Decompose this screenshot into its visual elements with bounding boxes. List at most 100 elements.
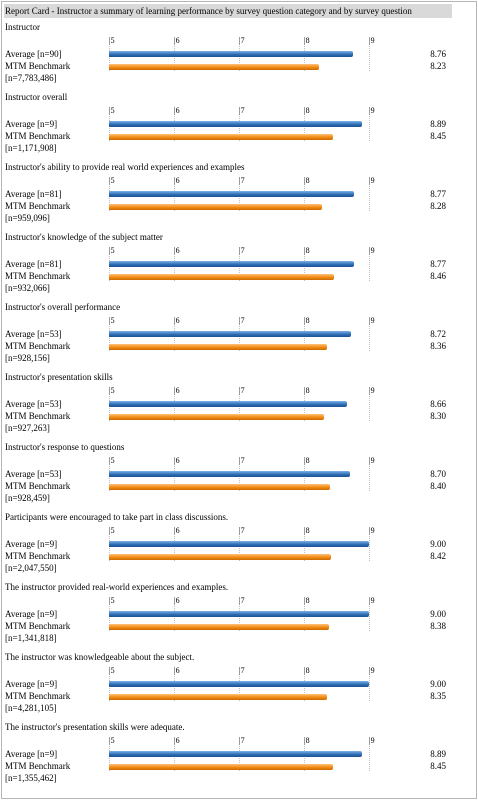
- benchmark-n-label: [n=1,341,818]: [5, 633, 57, 643]
- gridline: [369, 256, 370, 281]
- axis-tick-label: |9: [369, 246, 375, 255]
- axis-tick-label: |7: [239, 596, 245, 605]
- gridline: [109, 116, 110, 141]
- chart-group: The instructor provided real-world exper…: [4, 582, 474, 652]
- gridline: [239, 396, 240, 421]
- chart-group: Instructor's overall performance |5 |6 |7 |8…: [4, 302, 474, 372]
- gridline: [109, 676, 110, 701]
- benchmark-value: 8.30: [430, 411, 446, 421]
- gridline: [174, 396, 175, 421]
- group-title: Instructor's knowledge of the subject ma…: [5, 232, 163, 242]
- gridline: [174, 676, 175, 701]
- benchmark-value: 8.36: [430, 341, 446, 351]
- average-value: 8.77: [430, 189, 446, 199]
- gridline: [369, 676, 370, 701]
- gridline: [174, 466, 175, 491]
- benchmark-label: MTM Benchmark: [5, 761, 71, 771]
- gridline: [109, 746, 110, 771]
- gridline: [239, 256, 240, 281]
- gridline: [239, 46, 240, 71]
- benchmark-bar: [109, 414, 324, 420]
- benchmark-value: 8.28: [430, 201, 446, 211]
- benchmark-label: MTM Benchmark: [5, 271, 71, 281]
- average-value: 9.00: [430, 539, 446, 549]
- gridline: [369, 536, 370, 561]
- axis-tick-label: |8: [304, 596, 310, 605]
- axis-tick-label: |7: [239, 176, 245, 185]
- average-bar: [109, 471, 350, 477]
- benchmark-label: MTM Benchmark: [5, 201, 71, 211]
- axis-tick-label: |5: [109, 526, 115, 535]
- axis-tick-label: |9: [369, 36, 375, 45]
- benchmark-label: MTM Benchmark: [5, 131, 71, 141]
- average-label: Average [n=81]: [5, 259, 62, 269]
- chart-group: The instructor's presentation skills wer…: [4, 722, 474, 792]
- group-title: Instructor: [5, 22, 40, 32]
- axis-tick-label: |7: [239, 456, 245, 465]
- average-bar: [109, 401, 347, 407]
- average-value: 8.70: [430, 469, 446, 479]
- group-title: The instructor provided real-world exper…: [5, 582, 229, 592]
- average-label: Average [n=9]: [5, 749, 58, 759]
- gridline: [369, 606, 370, 631]
- gridline: [109, 466, 110, 491]
- gridline: [239, 606, 240, 631]
- gridline: [304, 186, 305, 211]
- average-bar: [109, 611, 369, 617]
- benchmark-n-label: [n=7,783,486]: [5, 73, 57, 83]
- chart-group: Instructor overall |5 |6 |7 |8 |9 Average [n=9…: [4, 92, 474, 162]
- gridline: [174, 536, 175, 561]
- axis-tick-label: |9: [369, 316, 375, 325]
- average-value: 8.76: [430, 49, 446, 59]
- axis-tick-label: |6: [174, 176, 180, 185]
- average-value: 9.00: [430, 609, 446, 619]
- benchmark-label: MTM Benchmark: [5, 61, 71, 71]
- group-title: The instructor's presentation skills wer…: [5, 722, 185, 732]
- benchmark-bar: [109, 204, 323, 210]
- average-label: Average [n=53]: [5, 329, 62, 339]
- axis-tick-label: |7: [239, 316, 245, 325]
- gridline: [304, 606, 305, 631]
- axis-tick-label: |6: [174, 386, 180, 395]
- gridline: [304, 536, 305, 561]
- average-value: 8.72: [430, 329, 446, 339]
- axis-tick-label: |8: [304, 456, 310, 465]
- benchmark-value: 8.45: [430, 131, 446, 141]
- axis-tick-label: |5: [109, 456, 115, 465]
- average-value: 8.77: [430, 259, 446, 269]
- gridline: [109, 396, 110, 421]
- benchmark-bar: [109, 274, 334, 280]
- group-title: Instructor's response to questions: [5, 442, 125, 452]
- gridline: [174, 326, 175, 351]
- benchmark-n-label: [n=928,156]: [5, 353, 50, 363]
- axis-tick-label: |5: [109, 316, 115, 325]
- average-value: 8.66: [430, 399, 446, 409]
- gridline: [304, 676, 305, 701]
- axis-tick-label: |7: [239, 666, 245, 675]
- average-label: Average [n=9]: [5, 679, 58, 689]
- group-title: Instructor overall: [5, 92, 68, 102]
- axis-tick-label: |9: [369, 526, 375, 535]
- gridline: [174, 256, 175, 281]
- gridline: [369, 116, 370, 141]
- gridline: [239, 536, 240, 561]
- benchmark-label: MTM Benchmark: [5, 691, 71, 701]
- axis-tick-label: |9: [369, 666, 375, 675]
- gridline: [174, 606, 175, 631]
- group-title: The instructor was knowledgeable about t…: [5, 652, 195, 662]
- benchmark-value: 8.45: [430, 761, 446, 771]
- average-bar: [109, 121, 362, 127]
- axis-tick-label: |7: [239, 106, 245, 115]
- group-title: Instructor's ability to provide real wor…: [5, 162, 245, 172]
- axis-tick-label: |9: [369, 596, 375, 605]
- axis-tick-label: |8: [304, 386, 310, 395]
- axis-tick-label: |9: [369, 386, 375, 395]
- gridline: [174, 116, 175, 141]
- average-bar: [109, 331, 351, 337]
- gridline: [109, 606, 110, 631]
- gridline: [174, 746, 175, 771]
- benchmark-bar: [109, 134, 334, 140]
- gridline: [109, 186, 110, 211]
- axis-tick-label: |5: [109, 666, 115, 675]
